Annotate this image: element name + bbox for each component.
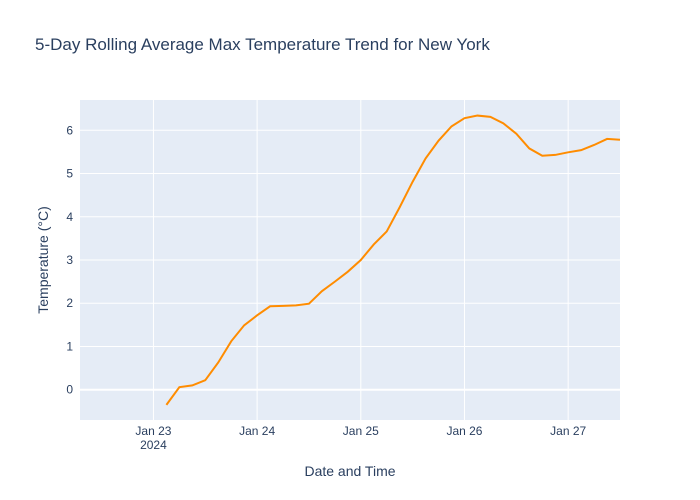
y-axis-ticks: 0 1 2 3 4 5 6 xyxy=(66,123,73,396)
x-tick-year-label: 2024 xyxy=(140,438,167,452)
chart-title: 5-Day Rolling Average Max Temperature Tr… xyxy=(35,35,490,54)
temperature-series-line xyxy=(165,114,621,406)
y-tick-label: 6 xyxy=(66,123,73,137)
y-tick-label: 0 xyxy=(66,383,73,397)
y-tick-label: 2 xyxy=(66,296,73,310)
x-tick-label: Jan 24 xyxy=(239,424,275,438)
x-tick-label: Jan 25 xyxy=(343,424,379,438)
y-tick-label: 1 xyxy=(66,339,73,353)
y-tick-label: 4 xyxy=(66,210,73,224)
y-gridlines xyxy=(80,129,620,391)
x-tick-label: Jan 23 xyxy=(135,424,171,438)
x-axis-title: Date and Time xyxy=(304,463,395,479)
x-tick-label: Jan 26 xyxy=(446,424,482,438)
y-tick-label: 5 xyxy=(66,167,73,181)
y-tick-label: 3 xyxy=(66,253,73,267)
x-tick-label: Jan 27 xyxy=(550,424,586,438)
y-axis-title: Temperature (°C) xyxy=(35,206,51,314)
